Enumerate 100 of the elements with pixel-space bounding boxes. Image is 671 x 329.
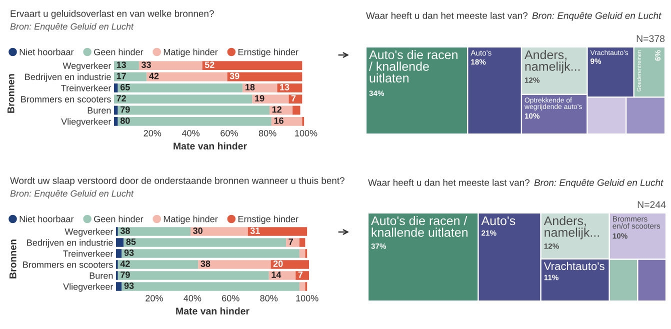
data-label: 39 — [230, 72, 240, 80]
y-tick-label: Brommers en scooters — [21, 96, 111, 102]
chart-title: Ervaart u geluidsoverlast en van welke bronnen? — [10, 10, 214, 19]
data-label: 18 — [246, 84, 255, 90]
x-tick-label: 20% — [146, 295, 163, 302]
bar — [116, 282, 122, 291]
category-label: Auto's — [481, 216, 516, 226]
bar — [118, 271, 269, 280]
legend-label: Ernstige hinder — [238, 216, 298, 224]
bar — [122, 249, 300, 258]
bar — [124, 238, 286, 247]
bar — [146, 72, 228, 82]
legend-label: Niet hoorbaar — [20, 216, 74, 222]
bar — [270, 260, 309, 269]
category-label: Auto's die racen / knallende uitlaten — [369, 50, 458, 82]
bar — [242, 83, 278, 92]
bar — [116, 238, 124, 247]
data-label: 17 — [116, 72, 126, 80]
bar — [114, 94, 252, 104]
x-tick-label: 100% — [295, 130, 318, 136]
y-axis-title: Bronnen — [10, 240, 16, 278]
y-axis-title: Bronnen — [8, 74, 14, 113]
data-label: 80 — [120, 117, 130, 124]
y-tick-label: Brommers en scooters — [23, 262, 113, 268]
bar — [198, 260, 271, 269]
data-label: 38 — [120, 228, 130, 234]
text: Bron: Enquête Geluid en Lucht — [10, 23, 134, 32]
y-tick-label: Buren — [88, 107, 111, 114]
y-tick-label: Wegverkeer — [62, 62, 112, 71]
x-axis-title: Mate van hinder — [176, 307, 250, 314]
y-tick-label: Bedrijven en industrie — [25, 73, 111, 82]
category-label: Auto's die racen / knallende uitlaten — [371, 216, 468, 237]
legend-label: Geen hinder — [94, 216, 144, 222]
y-tick-label: Vliegverkeer — [61, 118, 112, 127]
text: Bron: Enquête Geluid en Lucht — [534, 179, 664, 188]
data-label: 72 — [116, 95, 126, 102]
data-label: 79 — [120, 272, 130, 278]
data-label: 85 — [126, 238, 136, 245]
category-label: Anders, namelijk... — [524, 50, 580, 74]
legend-label: Matige hinder — [164, 48, 218, 58]
data-label: 20 — [273, 260, 283, 267]
bar — [118, 106, 270, 115]
x-tick-label: 20% — [144, 130, 162, 136]
data-label: 13 — [116, 62, 126, 68]
bar — [299, 238, 306, 247]
y-tick-label: Buren — [90, 272, 113, 279]
bar — [296, 271, 309, 280]
legend-label: Geen hinder — [94, 48, 144, 56]
bar — [268, 271, 296, 280]
category-label: Vrachtauto's — [544, 262, 604, 270]
bar — [299, 282, 306, 291]
data-label: 19 — [255, 95, 264, 102]
x-tick-label: 40% — [184, 295, 202, 302]
bar — [288, 94, 302, 104]
legend-label: Matige hinder — [164, 216, 218, 224]
bar — [252, 94, 289, 104]
bar — [116, 249, 122, 258]
bar — [118, 83, 243, 92]
text: Waar heeft u dan het meeste last van? — [366, 12, 528, 19]
bar — [114, 106, 118, 115]
bar — [118, 116, 272, 126]
data-label: 30 — [193, 228, 202, 234]
data-label: 42 — [149, 72, 159, 80]
data-label: 13 — [280, 84, 290, 90]
legend-label: Ernstige hinder — [238, 48, 298, 58]
bar — [138, 61, 202, 70]
data-label: 93 — [124, 282, 134, 289]
bar — [122, 282, 300, 291]
bar — [248, 227, 308, 236]
data-label: 33 — [141, 62, 151, 68]
chart-title: Wordt uw slaap verstoord door de onderstaande bronnen wanneer u thuis bent? — [10, 177, 344, 186]
bar — [286, 238, 300, 247]
x-tick-label: 100% — [296, 295, 318, 302]
bar — [118, 260, 198, 269]
x-tick-label: 80% — [258, 130, 276, 136]
data-label: 14 — [272, 272, 282, 278]
bar — [190, 227, 248, 236]
x-tick-label: 80% — [260, 295, 278, 302]
legend-label: Niet hoorbaar — [20, 48, 74, 56]
bar — [114, 116, 118, 126]
data-label: 42 — [120, 260, 130, 267]
bar — [299, 249, 306, 258]
bar — [271, 116, 302, 126]
bar — [118, 227, 191, 236]
y-tick-label: Treinverkeer — [61, 84, 112, 92]
x-tick-label: 60% — [220, 130, 238, 136]
bar — [227, 72, 302, 82]
data-label: 7 — [298, 272, 303, 278]
text: N=378 — [636, 35, 665, 42]
data-label: 12 — [272, 106, 282, 113]
y-tick-label: Vliegverkeer — [63, 283, 114, 292]
data-label: 65 — [120, 84, 130, 90]
data-label: 7 — [291, 95, 296, 102]
data-label: 31 — [250, 228, 260, 234]
text: N=244 — [638, 201, 666, 208]
data-label: 79 — [120, 106, 130, 113]
bar — [292, 106, 300, 115]
bar — [202, 61, 302, 70]
text: Waar heeft u dan het meeste last van? — [368, 179, 530, 186]
text: Bron: Enquête Geluid en Lucht — [532, 12, 662, 21]
